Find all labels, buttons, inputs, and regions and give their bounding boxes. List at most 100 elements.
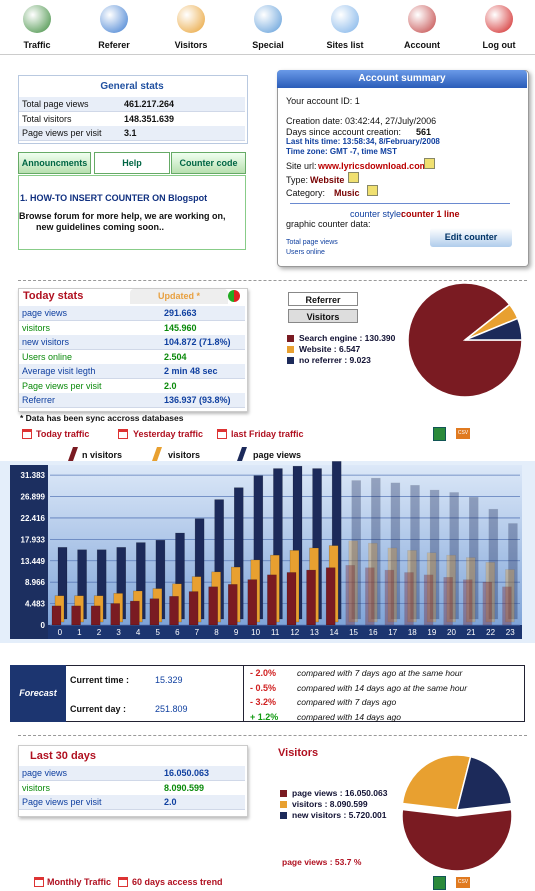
account-text: Website [310, 175, 345, 185]
pie-slice [456, 755, 513, 811]
forecast-label: Current time : [70, 675, 130, 685]
x-tick-label: 8 [214, 628, 219, 637]
referrer-tab[interactable]: Referrer [288, 292, 358, 306]
nav-label[interactable]: Referer [98, 40, 130, 50]
legend-label: new visitors : 5.720.001 [292, 810, 387, 820]
excel-icon[interactable] [433, 876, 446, 890]
nav-label[interactable]: Special [252, 40, 284, 50]
legend-label: page views : 16.050.063 [292, 788, 388, 798]
updated-tab: Updated * [130, 289, 228, 304]
y-tick-label: 22.416 [21, 514, 46, 523]
legend-swatch [68, 447, 78, 461]
row-value: 461.217.264 [124, 99, 175, 109]
x-tick-label: 23 [506, 628, 515, 637]
nav-icon[interactable] [331, 5, 359, 33]
nav-label[interactable]: Traffic [23, 40, 51, 50]
row-label: page views [22, 308, 68, 318]
pie-chart [407, 282, 523, 398]
tab[interactable]: Announcments [18, 152, 91, 174]
nav-icon[interactable] [23, 5, 51, 33]
refresh-icon[interactable] [228, 290, 240, 302]
bar [443, 576, 453, 626]
account-text: counter 1 line [401, 209, 460, 219]
legend-swatch [280, 790, 287, 797]
legend-label: no referrer : 9.023 [299, 355, 371, 365]
plot-area [48, 465, 522, 625]
bar [387, 547, 398, 623]
help-text: Browse forum for more help, we are worki… [19, 211, 226, 221]
row-value: 104.872 (71.8%) [164, 337, 231, 347]
change-text: compared with 7 days ago at the same hou… [297, 668, 463, 678]
y-tick-label: 13.449 [21, 557, 46, 566]
y-tick-label: 0 [41, 621, 46, 630]
nav-label[interactable]: Visitors [174, 40, 208, 50]
legend-label: n visitors [82, 450, 122, 460]
bar [130, 600, 140, 626]
calendar-icon [118, 429, 128, 439]
trend-link[interactable]: Monthly Traffic [47, 877, 112, 887]
tab[interactable]: Counter code [171, 152, 246, 174]
pie-slice [401, 754, 472, 811]
traffic-link[interactable]: Today traffic [36, 429, 90, 439]
legend-swatch [280, 812, 287, 819]
pie-slice [464, 317, 523, 341]
sync-note: * Data has been sync accross databases [20, 413, 184, 423]
legend-label: visitors [168, 450, 200, 460]
trend-link[interactable]: 60 days access trend [132, 877, 223, 887]
row-value: 148.351.639 [124, 113, 175, 124]
row-value: 145.960 [164, 322, 197, 333]
nav-label[interactable]: Sites list [326, 40, 364, 50]
nav-icon[interactable] [100, 5, 128, 33]
forecast-panel [10, 665, 66, 722]
row-value: 291.663 [164, 308, 197, 318]
nav-icon[interactable] [485, 5, 513, 33]
pie-annotation: page views : 53.7 % [282, 857, 362, 867]
nav-icon[interactable] [177, 5, 205, 33]
divider [243, 665, 244, 722]
bar [51, 605, 62, 626]
row-value: 8.090.599 [164, 782, 205, 793]
legend-label: page views [253, 450, 301, 460]
csv-icon[interactable]: CSV [456, 877, 470, 888]
account-text: Music [334, 188, 360, 198]
row-label: Page views per visit [22, 128, 102, 138]
traffic-link[interactable]: last Friday traffic [231, 429, 304, 439]
account-text: Time zone: GMT -7, time MST [286, 147, 397, 156]
edit-icon [348, 172, 359, 183]
panel-title: Last 30 days [30, 750, 97, 762]
x-tick-label: 6 [175, 628, 180, 637]
legend-swatch [287, 346, 294, 353]
x-tick-label: 11 [271, 628, 280, 637]
dashed-rule [18, 280, 527, 281]
change-text: compared with 14 days ago [297, 711, 401, 722]
nav-icon[interactable] [254, 5, 282, 33]
traffic-link[interactable]: Yesterday traffic [133, 429, 204, 439]
row-value: 2.504 [164, 351, 187, 362]
account-text: Creation date: 03:42:44, 27/July/2006 [286, 116, 437, 126]
bar-chart: 0 4.483 8.966 13.449 17.933 22.416 26.899 31.38… [0, 447, 535, 643]
referrer-tab[interactable]: Visitors [288, 309, 358, 323]
excel-icon[interactable] [433, 427, 446, 441]
panel-header: Account summary [277, 70, 527, 88]
nav-label[interactable]: Account [404, 40, 440, 50]
help-link[interactable]: 1. HOW-TO INSERT COUNTER ON Blogspot [20, 193, 208, 203]
bar [423, 574, 434, 626]
y-tick-label: 8.966 [25, 578, 46, 587]
change-value: - 2.0% [250, 668, 277, 678]
legend-swatch [287, 357, 294, 364]
change-text: compared with 7 days ago [297, 697, 397, 707]
nav-label[interactable]: Log out [482, 40, 516, 50]
x-tick-label: 2 [97, 628, 102, 637]
bar [449, 492, 459, 620]
nav-icon[interactable] [408, 5, 436, 33]
bar [208, 586, 218, 626]
table-row [19, 780, 245, 796]
account-text: counter style: [350, 209, 404, 219]
account-text: Site url: [286, 161, 317, 171]
csv-icon[interactable]: CSV [456, 428, 470, 439]
tab[interactable]: Help [94, 152, 170, 174]
panel-title: General stats [100, 81, 164, 92]
pie-slice [407, 282, 523, 398]
edit-button[interactable]: Edit counter [430, 228, 512, 247]
bar [325, 567, 336, 626]
